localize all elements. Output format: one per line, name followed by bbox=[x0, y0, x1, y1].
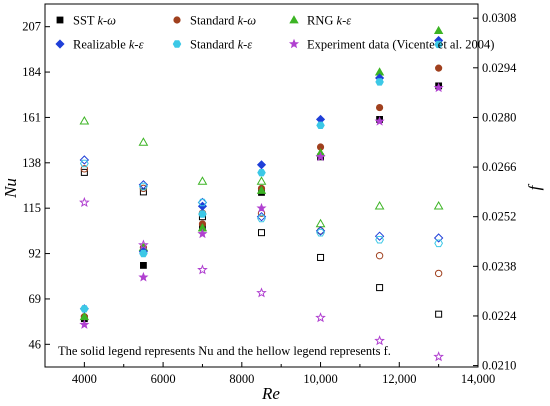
legend-label: SST k-ω bbox=[73, 14, 116, 28]
f-point-rng-k bbox=[374, 201, 385, 210]
f-point-rng-k bbox=[433, 201, 444, 210]
legend-label: RNG k-ε bbox=[307, 14, 351, 28]
f-point-experiment-data-vicente-et-al-2004 bbox=[197, 264, 208, 275]
f-point-standard-k bbox=[80, 165, 89, 173]
nu-point-experiment-data-vicente-et-al-2004 bbox=[256, 202, 267, 213]
y-right-tick-label: 0.0294 bbox=[482, 61, 517, 75]
legend-marker bbox=[56, 16, 64, 24]
legend-marker bbox=[172, 40, 182, 48]
f-point-standard-k bbox=[434, 239, 444, 248]
nu-point-standard-k bbox=[198, 210, 207, 218]
nu-point-experiment-data-vicente-et-al-2004 bbox=[374, 116, 385, 126]
y-right-tick-label: 0.0238 bbox=[482, 259, 516, 273]
nu-point-standard-k bbox=[435, 64, 443, 72]
f-point-rng-k bbox=[256, 176, 267, 185]
nu-point-experiment-data-vicente-et-al-2004 bbox=[138, 271, 149, 282]
f-point-realizable-k bbox=[433, 233, 444, 243]
f-point-sst-k bbox=[376, 284, 384, 292]
y-left-tick-label: 138 bbox=[22, 156, 41, 170]
f-point-experiment-data-vicente-et-al-2004 bbox=[256, 287, 267, 298]
nu-point-experiment-data-vicente-et-al-2004 bbox=[433, 82, 444, 93]
legend-marker bbox=[288, 38, 300, 49]
f-point-standard-k bbox=[198, 198, 207, 207]
f-point-standard-k bbox=[139, 182, 148, 191]
plot-frame: 4000 6000 8000 10,000 12,000 14,000 46 69 92 115 1… bbox=[22, 3, 517, 386]
x-axis-label: Re bbox=[261, 384, 280, 403]
y-right-tick-label: 0.0280 bbox=[482, 110, 516, 124]
nu-point-standard-k bbox=[375, 78, 384, 86]
f-point-standard-k bbox=[79, 159, 89, 168]
nu-point-standard-k bbox=[80, 305, 89, 313]
f-point-realizable-k bbox=[374, 231, 385, 241]
x-tick-label: 10,000 bbox=[303, 372, 337, 386]
y-left-tick-label: 92 bbox=[29, 247, 42, 261]
x-tick-label: 4000 bbox=[72, 372, 97, 386]
nu-point-standard-k bbox=[257, 168, 266, 177]
nu-point-sst-k bbox=[140, 261, 147, 269]
f-point-realizable-k bbox=[138, 180, 149, 190]
f-point-realizable-k bbox=[256, 211, 267, 222]
nu-point-experiment-data-vicente-et-al-2004 bbox=[197, 228, 208, 239]
f-point-experiment-data-vicente-et-al-2004 bbox=[79, 196, 90, 208]
f-point-sst-k bbox=[258, 229, 265, 237]
f-point-experiment-data-vicente-et-al-2004 bbox=[315, 312, 326, 323]
f-point-realizable-k bbox=[79, 155, 90, 165]
nu-point-experiment-data-vicente-et-al-2004 bbox=[315, 151, 326, 162]
f-point-standard-k bbox=[434, 269, 443, 278]
f-point-rng-k bbox=[315, 218, 326, 228]
x-tick-label: 6000 bbox=[151, 372, 176, 386]
legend: SST k-ω Standard k-ω RNG k-ε Realizable k-ε… bbox=[55, 14, 494, 52]
y-axis-right-label: f bbox=[525, 183, 544, 190]
legend-label: Experiment data (Vicente et al. 2004) bbox=[307, 38, 494, 52]
x-tick-label: 12,000 bbox=[382, 372, 416, 386]
y-right-tick-label: 0.0308 bbox=[482, 11, 516, 25]
f-point-experiment-data-vicente-et-al-2004 bbox=[138, 239, 149, 250]
legend-marker bbox=[289, 15, 299, 24]
nu-point-realizable-k bbox=[256, 160, 267, 170]
y-right-tick-label: 0.0224 bbox=[482, 309, 517, 323]
x-tick-label: 8000 bbox=[229, 372, 254, 386]
f-point-rng-k bbox=[197, 176, 208, 185]
nu-point-experiment-data-vicente-et-al-2004 bbox=[79, 319, 90, 329]
f-point-sst-k bbox=[80, 168, 88, 176]
legend-marker bbox=[173, 16, 181, 24]
legend-label: Standard k-ω bbox=[190, 14, 256, 28]
data-marks bbox=[79, 25, 444, 362]
y-right-tick-label: 0.0252 bbox=[482, 210, 516, 224]
chart-annotation: The solid legend represents Nu and the h… bbox=[58, 344, 391, 358]
legend-label: Realizable k-ε bbox=[73, 38, 144, 52]
x-tick-label: 14,000 bbox=[461, 372, 495, 386]
y-left-tick-label: 161 bbox=[22, 110, 41, 124]
plot-area-border bbox=[44, 3, 479, 368]
y-right-tick-label: 0.0266 bbox=[482, 160, 516, 174]
f-point-realizable-k bbox=[315, 226, 326, 236]
y-left-tick-label: 207 bbox=[22, 20, 41, 34]
nu-point-rng-k bbox=[433, 25, 444, 35]
y-left-tick-label: 184 bbox=[22, 65, 42, 79]
nu-point-standard-k bbox=[316, 121, 325, 130]
f-point-rng-k bbox=[79, 115, 90, 125]
f-point-experiment-data-vicente-et-al-2004 bbox=[374, 335, 385, 346]
f-point-standard-k bbox=[257, 214, 266, 223]
y-left-tick-label: 69 bbox=[29, 292, 42, 306]
nu-point-standard-k bbox=[139, 249, 148, 258]
f-point-rng-k bbox=[138, 137, 149, 146]
nu-point-standard-k bbox=[375, 103, 384, 112]
y-left-tick-label: 115 bbox=[23, 201, 41, 215]
f-point-standard-k bbox=[375, 235, 384, 244]
f-point-sst-k bbox=[317, 253, 325, 261]
nu-point-rng-k bbox=[256, 185, 267, 194]
y-left-tick-label: 46 bbox=[29, 337, 42, 351]
y-axis-left-label: Nu bbox=[1, 178, 20, 199]
legend-marker bbox=[55, 39, 65, 49]
f-point-sst-k bbox=[435, 310, 443, 318]
f-point-standard-k bbox=[316, 228, 325, 237]
f-point-standard-k bbox=[375, 251, 384, 260]
f-point-experiment-data-vicente-et-al-2004 bbox=[433, 351, 444, 362]
legend-label: Standard k-ε bbox=[190, 38, 252, 52]
y-right-tick-label: 0.0210 bbox=[482, 359, 516, 373]
nu-point-standard-k bbox=[434, 40, 443, 49]
